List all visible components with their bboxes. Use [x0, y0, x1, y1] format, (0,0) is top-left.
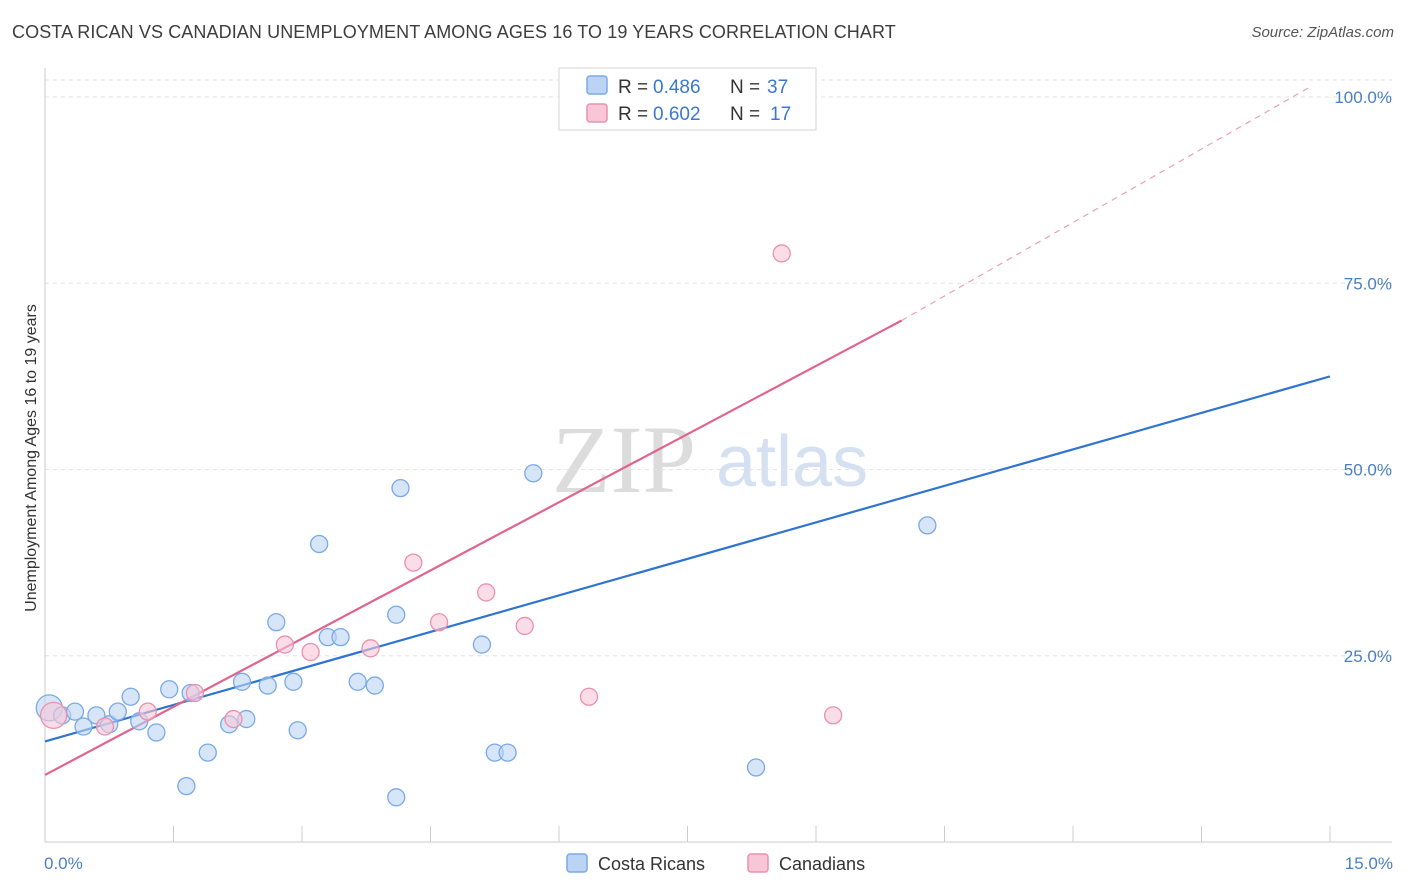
point-costa-ricans [331, 627, 350, 647]
y-tick-label: 50.0% [1344, 461, 1392, 480]
point-costa-ricans [147, 723, 166, 742]
grid-lines [45, 79, 1392, 657]
point-costa-ricans [108, 702, 127, 721]
point-costa-ricans [472, 635, 492, 654]
y-tick-label: 25.0% [1344, 647, 1392, 666]
source-label: Source: ZipAtlas.com [1251, 24, 1394, 41]
bottom-legend-costa-ricans: Costa Ricans [598, 854, 705, 874]
point-costa-ricans [160, 680, 179, 699]
point-canadians [515, 616, 534, 636]
point-costa-ricans [348, 672, 367, 691]
legend-swatch-costa-ricans [586, 75, 608, 95]
legend: R = 0.486 N = 37 R = 0.602 N = 17 [558, 67, 817, 131]
watermark-atlas: atlas [716, 422, 868, 502]
point-costa-ricans [121, 687, 140, 706]
point-canadians [95, 717, 115, 736]
y-tick-label: 75.0% [1344, 274, 1392, 293]
point-canadians [185, 683, 205, 703]
point-canadians [39, 701, 68, 729]
point-costa-ricans [288, 721, 307, 740]
point-costa-ricans [365, 676, 384, 695]
point-canadians [429, 613, 449, 632]
legend-n-label-1: N = [730, 77, 760, 98]
point-costa-ricans [267, 613, 286, 632]
point-costa-ricans [309, 534, 329, 554]
legend-n-value-1: 37 [767, 77, 788, 98]
trend-line-canadians-extension [901, 86, 1311, 322]
point-canadians [301, 642, 320, 662]
legend-r-label-1: R = [618, 77, 648, 98]
point-costa-ricans [524, 464, 543, 483]
point-canadians [138, 702, 157, 721]
point-costa-ricans [498, 743, 517, 762]
axes: 25.0% 50.0% 75.0% 100.0% 0.0% 15.0% [44, 68, 1393, 873]
point-costa-ricans [74, 717, 93, 736]
point-canadians [772, 244, 791, 263]
point-costa-ricans [177, 776, 196, 796]
point-costa-ricans [391, 478, 410, 498]
point-canadians [823, 706, 843, 725]
trend-line-canadians [44, 319, 903, 776]
trend-line-costa-ricans [44, 375, 1331, 743]
y-axis-label: Unemployment Among Ages 16 to 19 years [23, 304, 40, 612]
watermark-zip: ZIP [552, 406, 696, 513]
legend-n-label-2: N = [730, 104, 760, 125]
point-costa-ricans [198, 743, 217, 762]
point-costa-ricans [232, 672, 252, 691]
legend-r-value-1: 0.486 [653, 77, 701, 98]
legend-r-value-2: 0.602 [653, 104, 701, 125]
point-canadians [224, 709, 243, 729]
point-canadians [579, 687, 599, 706]
chart-title: COSTA RICAN VS CANADIAN UNEMPLOYMENT AMO… [12, 22, 896, 42]
legend-n-value-2: 17 [770, 104, 791, 125]
bottom-legend: Costa Ricans Canadians [566, 853, 865, 874]
point-costa-ricans [258, 676, 277, 695]
x-tick-label-min: 0.0% [44, 854, 83, 873]
point-canadians [361, 639, 380, 658]
point-costa-ricans [746, 758, 766, 777]
point-costa-ricans [65, 702, 85, 721]
y-tick-label: 100.0% [1334, 88, 1392, 107]
point-canadians [477, 583, 496, 602]
bottom-legend-swatch-canadians [747, 853, 769, 873]
data-points [35, 87, 937, 807]
point-canadians [404, 553, 423, 572]
point-costa-ricans [284, 672, 303, 691]
point-canadians [275, 635, 295, 654]
point-costa-ricans [918, 516, 937, 535]
bottom-legend-swatch-costa-ricans [566, 853, 588, 873]
point-costa-ricans [387, 605, 406, 624]
bottom-legend-canadians: Canadians [779, 854, 865, 874]
point-costa-ricans [387, 788, 406, 807]
x-tick-label-max: 15.0% [1345, 854, 1393, 873]
legend-r-label-2: R = [618, 104, 648, 125]
legend-swatch-canadians [586, 103, 608, 123]
